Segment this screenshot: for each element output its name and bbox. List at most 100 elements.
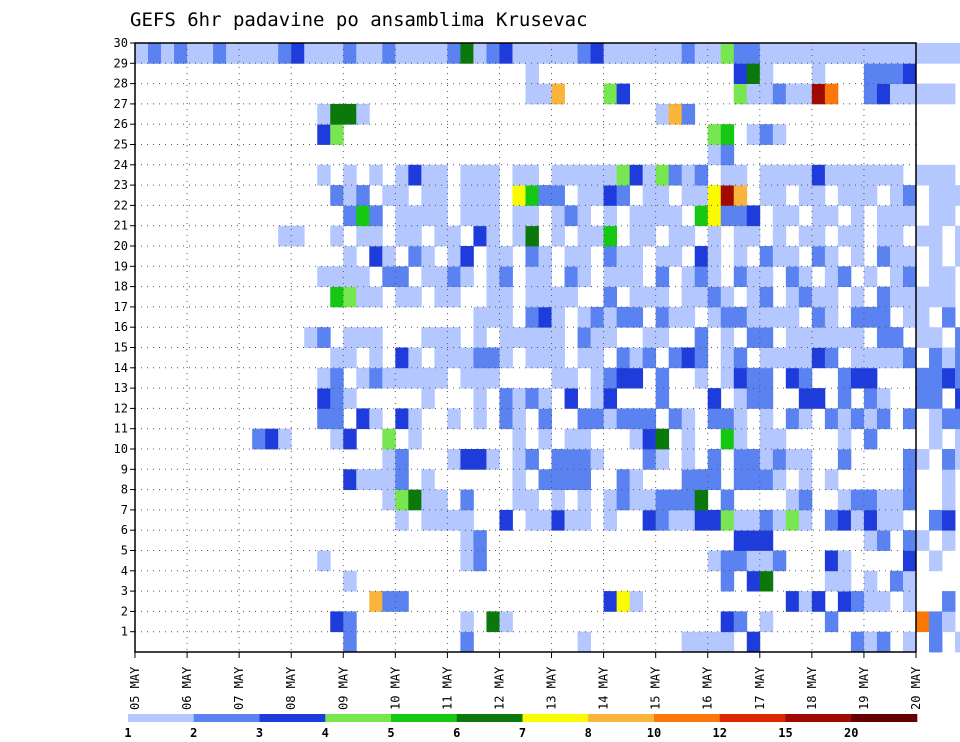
heatmap-cell (811, 225, 826, 247)
heatmap-cell (525, 43, 539, 64)
heatmap-cell (330, 367, 344, 389)
heatmap-cell (499, 266, 513, 287)
heatmap-cell (785, 246, 800, 267)
heatmap-cell (681, 469, 696, 490)
heatmap-cell (863, 43, 878, 64)
heatmap-cell (408, 489, 422, 511)
heatmap-cell (473, 327, 487, 348)
heatmap-cell (356, 286, 370, 308)
heatmap-cell (382, 185, 396, 206)
heatmap-cell (811, 306, 826, 328)
heatmap-cell (720, 611, 735, 633)
heatmap-cell (655, 509, 670, 531)
heatmap-cell (317, 43, 331, 64)
heatmap-cell (837, 185, 852, 206)
heatmap-cell (590, 43, 604, 64)
heatmap-cell (785, 408, 800, 430)
heatmap-cell (733, 550, 748, 572)
heatmap-cell (694, 509, 709, 531)
y-tick-label: 19 (114, 259, 128, 273)
heatmap-cell (577, 631, 591, 653)
heatmap-cell (863, 388, 878, 409)
heatmap-cell (720, 408, 735, 430)
heatmap-cell (330, 185, 344, 206)
heatmap-cell (694, 286, 709, 308)
heatmap-cell (889, 286, 904, 308)
heatmap-cell (590, 347, 604, 369)
heatmap-cell (876, 205, 891, 227)
heatmap-cell (629, 43, 644, 64)
y-tick-label: 4 (121, 564, 128, 578)
heatmap-cell (603, 185, 618, 206)
heatmap-cell (772, 225, 787, 247)
heatmap-cell (955, 246, 960, 267)
heatmap-cell (486, 164, 500, 186)
heatmap-cell (395, 185, 409, 206)
heatmap-cell (759, 347, 774, 369)
heatmap-cell (811, 83, 826, 105)
heatmap-cell (525, 286, 539, 308)
heatmap-cell (473, 205, 487, 227)
heatmap-cell (916, 286, 930, 308)
heatmap-cell (629, 205, 644, 227)
heatmap-cell (759, 306, 774, 328)
heatmap-cell (447, 347, 461, 369)
heatmap-cell (421, 327, 435, 348)
heatmap-cell (824, 246, 839, 267)
heatmap-cell (356, 408, 370, 430)
heatmap-cell (343, 103, 357, 125)
heatmap-cell (902, 185, 917, 206)
x-tick-label: 11 MAY (440, 666, 454, 710)
heatmap-cell (798, 164, 813, 186)
heatmap-cell (369, 367, 383, 389)
heatmap-cell (902, 286, 917, 308)
heatmap-cell (525, 225, 539, 247)
heatmap-cell (850, 408, 865, 430)
heatmap-cell (655, 164, 670, 186)
heatmap-cell (538, 388, 552, 409)
heatmap-cell (681, 185, 696, 206)
heatmap-cell (824, 205, 839, 227)
heatmap-cell (772, 550, 787, 572)
heatmap-cell (343, 631, 357, 653)
y-tick-label: 14 (114, 361, 128, 375)
heatmap-cell (564, 428, 578, 450)
heatmap-cell (720, 164, 735, 186)
heatmap-cell (629, 246, 644, 267)
heatmap-cell (902, 449, 917, 470)
heatmap-cell (824, 570, 839, 592)
heatmap-cell (551, 489, 565, 511)
heatmap-cell (369, 164, 383, 186)
heatmap-cell (785, 205, 800, 227)
heatmap-cell (850, 509, 865, 531)
heatmap-cell (668, 246, 683, 267)
heatmap-cell (538, 327, 552, 348)
heatmap-cell (720, 124, 735, 145)
heatmap-cell (707, 388, 722, 409)
heatmap-cell (902, 631, 917, 653)
heatmap-cell (421, 388, 435, 409)
heatmap-cell (473, 164, 487, 186)
colorbar-segment (259, 714, 326, 722)
heatmap-cell (889, 63, 904, 84)
heatmap-cell (486, 185, 500, 206)
heatmap-cell (668, 509, 683, 531)
heatmap-cell (460, 185, 474, 206)
heatmap-cell (408, 225, 422, 247)
heatmap-cell (512, 408, 526, 430)
heatmap-cell (694, 489, 709, 511)
colorbar-segment (851, 714, 918, 722)
heatmap-cell (929, 266, 943, 287)
heatmap-cell (785, 164, 800, 186)
heatmap-cell (655, 428, 670, 450)
heatmap-cell (942, 530, 956, 551)
heatmap-cell (876, 164, 891, 186)
y-tick-label: 11 (114, 422, 128, 436)
heatmap-cell (824, 550, 839, 572)
heatmap-cell (642, 327, 657, 348)
heatmap-cell (343, 388, 357, 409)
y-tick-label: 9 (121, 462, 128, 476)
heatmap-cell (889, 205, 904, 227)
heatmap-cell (942, 43, 956, 64)
heatmap-cell (759, 327, 774, 348)
